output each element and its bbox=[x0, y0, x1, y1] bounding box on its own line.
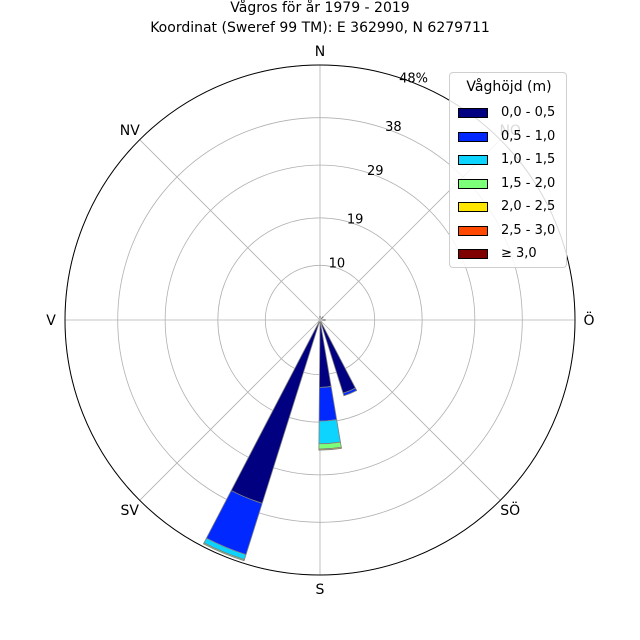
legend-label: 2,0 - 2,5 bbox=[501, 199, 556, 214]
legend-swatch bbox=[458, 202, 488, 212]
legend-label: ≥ 3,0 bbox=[501, 246, 537, 261]
direction-label-sö: SÖ bbox=[500, 501, 520, 519]
radial-tick-label: 38 bbox=[385, 120, 402, 135]
grid-spoke bbox=[139, 139, 321, 321]
legend-label: 1,0 - 1,5 bbox=[501, 152, 556, 167]
legend-swatch bbox=[458, 155, 488, 165]
chart-subtitle: Koordinat (Sweref 99 TM): E 362990, N 62… bbox=[150, 20, 490, 36]
radial-tick-label: 48% bbox=[399, 71, 428, 86]
legend-swatch bbox=[458, 108, 488, 118]
legend-label: 0,0 - 0,5 bbox=[501, 105, 556, 120]
wedge-no-bin-0 bbox=[320, 316, 324, 320]
wedge-s-bin-4 bbox=[318, 446, 342, 451]
radial-tick-label: 29 bbox=[367, 164, 384, 179]
direction-label-n: N bbox=[315, 44, 325, 60]
direction-label-nv: NV bbox=[120, 123, 140, 139]
polar-frame bbox=[64, 64, 576, 576]
legend-swatch bbox=[458, 178, 488, 189]
legend-swatch bbox=[458, 225, 488, 236]
legend-label: 2,5 - 3,0 bbox=[501, 222, 556, 238]
direction-label-ö: Ö bbox=[583, 311, 594, 329]
wedge-ö-bin-0 bbox=[321, 319, 326, 321]
wedge-sö-bin-1 bbox=[342, 387, 358, 397]
legend: Våghöjd (m) 0,0 - 0,5 0,5 - 1,0 1,0 - 1,5 1… bbox=[449, 72, 567, 268]
direction-label-s: S bbox=[316, 582, 325, 598]
legend-swatch bbox=[458, 131, 488, 142]
direction-label-sv: SV bbox=[121, 503, 140, 519]
legend-label: 1,5 - 2,0 bbox=[501, 175, 556, 191]
grid-spoke bbox=[139, 319, 321, 501]
wedge-sv-bin-3 bbox=[202, 542, 245, 562]
wedge-sv-bin-0 bbox=[230, 321, 320, 504]
legend-title: Våghöjd (m) bbox=[466, 79, 552, 95]
wedge-n-bin-0 bbox=[319, 316, 321, 319]
grid-spoke bbox=[319, 319, 501, 501]
chart-title: Vågros för år 1979 - 2019 bbox=[230, 0, 410, 16]
wedge-s-bin-1 bbox=[318, 385, 338, 422]
wedge-s-bin-2 bbox=[318, 419, 341, 445]
legend-swatch bbox=[458, 249, 488, 259]
radial-tick-label: 10 bbox=[329, 256, 346, 271]
radial-tick-label: 19 bbox=[347, 213, 364, 228]
direction-label-v: V bbox=[46, 313, 56, 329]
legend-label: 0,5 - 1,0 bbox=[501, 128, 556, 144]
